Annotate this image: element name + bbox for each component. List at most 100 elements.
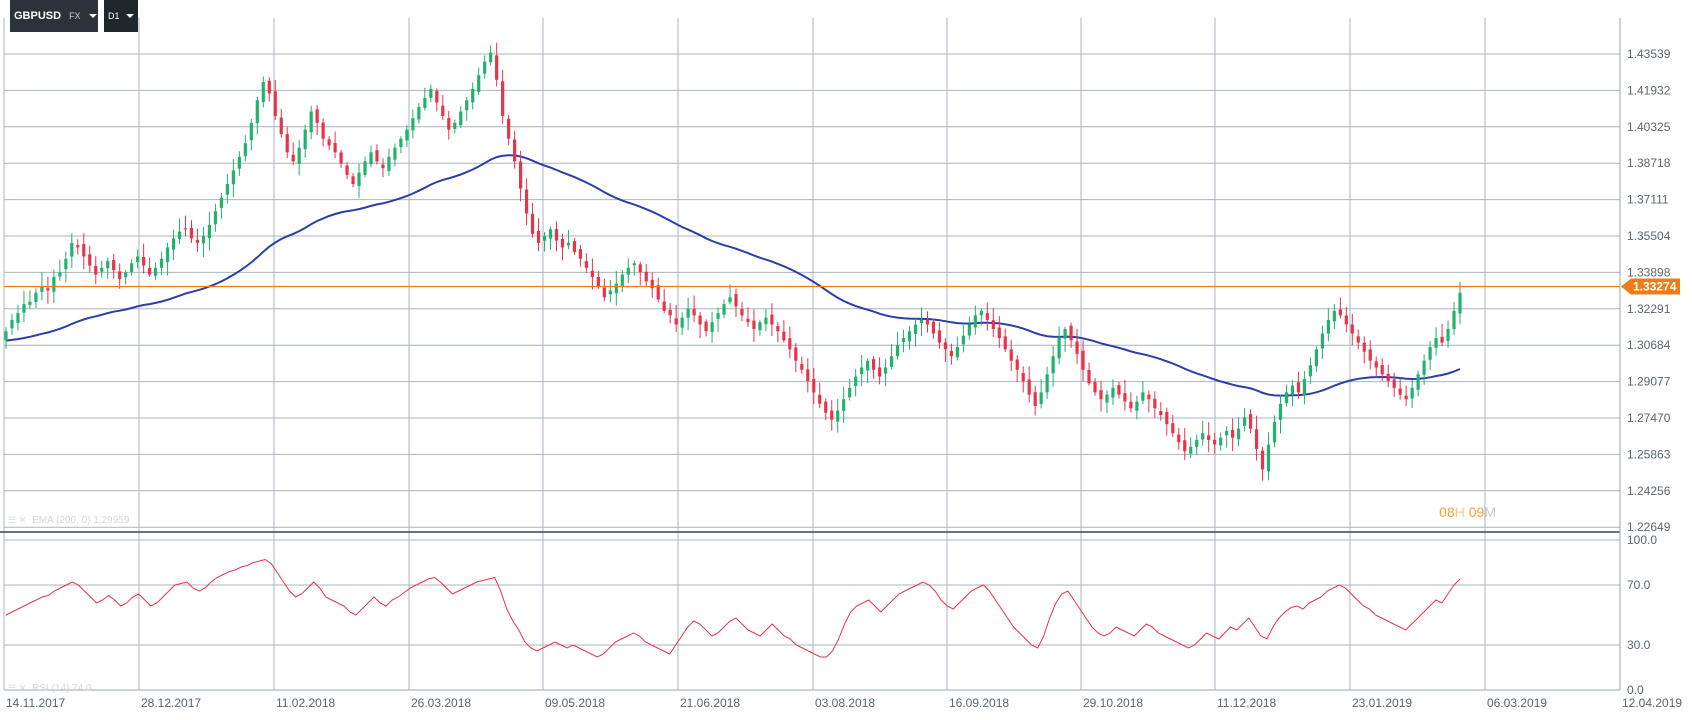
candle [895,331,900,360]
candle-body [1147,394,1151,400]
candle-body [1350,324,1354,334]
candle-body [1392,379,1396,388]
candle-body [584,261,589,268]
time-axis-label: 12.04.2019 [1622,696,1682,710]
candle-body [1153,398,1157,409]
ema-legend[interactable]: ☰ ✕ EMA (200, 0) 1.29959 [8,515,129,526]
countdown-hours: 08 [1439,504,1455,520]
candle [530,203,535,238]
candle [632,260,636,276]
candle-body [782,331,786,341]
candle [321,118,325,147]
candle-body [542,236,547,241]
candle-body [770,314,774,325]
timeframe-selector[interactable]: D1 [104,0,138,32]
candle-body [895,344,900,357]
candle-body [148,268,152,275]
time-axis-label: 11.12.2018 [1217,696,1276,710]
candle [285,127,289,158]
candle [369,145,373,168]
candle [979,308,983,326]
candle-body [483,61,487,74]
candle [524,178,529,225]
candle [142,243,146,274]
candle [848,378,852,401]
rsi-legend[interactable]: ☰ ✕ RSI (14) 74.0 [8,683,92,694]
candle-body [1207,435,1211,440]
candle [183,215,188,237]
candle-body [794,347,798,361]
candle-body [578,249,583,259]
candle [752,309,756,342]
candle [782,320,786,343]
candle [931,318,936,339]
candle-body [1213,439,1217,445]
candle [1009,339,1013,372]
candle-body [88,254,92,266]
candle-body [1129,401,1133,409]
candle-body [249,122,253,141]
candle [560,233,565,261]
settings-icon[interactable]: ☰ ✕ [8,683,27,693]
candle-body [1356,336,1360,343]
candle-body [471,88,475,103]
candle-body [548,229,553,239]
candle [94,256,98,285]
candle-body [219,197,224,208]
candle [854,368,858,397]
candle [345,162,349,180]
candle-body [405,129,409,141]
candle [919,307,924,337]
candle-body [237,156,241,169]
candle [1440,323,1444,347]
candle [423,87,427,111]
candle-body [836,410,840,422]
settings-icon[interactable]: ☰ ✕ [8,515,27,525]
symbol-label: GBPUSD [14,10,62,22]
symbol-selector[interactable]: GBPUSD FX [10,0,98,32]
candle-body [1159,411,1163,416]
candle [1171,415,1175,438]
candle-body [1105,394,1109,403]
candle [1242,408,1247,432]
candle-body [812,378,816,393]
candle [64,251,68,283]
countdown-minutes-unit: M [1484,504,1496,520]
candle-body [255,100,259,124]
candle [746,307,750,327]
candle-body [82,244,86,257]
ema-line [5,154,1461,397]
candle [1135,395,1139,420]
candle [554,221,559,252]
candle-body [195,239,200,243]
time-axis-label: 29.10.2018 [1083,696,1143,710]
candle [1231,418,1235,451]
candle-body [1201,433,1205,440]
candle-body [303,129,307,150]
candle [1386,364,1390,388]
candle [261,76,265,108]
candle [590,258,594,290]
candle [1129,392,1133,413]
candle [507,114,511,146]
candle [207,211,212,251]
candle-body [1272,421,1277,443]
price-axis-label: 1.38718 [1627,156,1671,170]
candle-body [513,139,517,162]
candle [1404,385,1408,407]
candle [602,278,606,302]
candle [674,304,678,332]
candle-body [381,164,385,169]
candle-body [931,321,936,334]
candle-body [943,342,948,350]
candle [447,110,451,140]
candle-body [243,143,247,157]
candle [644,263,648,287]
rsi-layer [5,558,1461,658]
candle [82,233,86,270]
candle-body [1051,356,1055,374]
candle [997,316,1001,348]
candle [1410,380,1414,408]
candle-body [153,267,158,276]
